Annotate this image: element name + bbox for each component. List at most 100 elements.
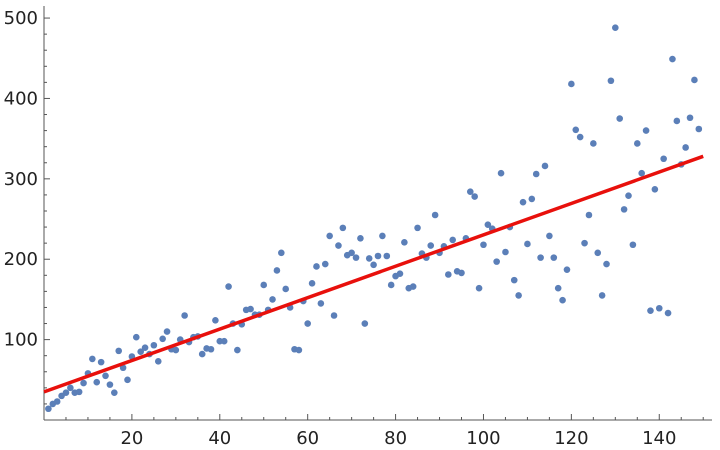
data-point [321,260,329,268]
ticks [44,17,704,420]
data-point [365,255,373,262]
data-point [537,254,544,261]
data-point [414,224,421,232]
data-point [212,317,219,324]
data-point [471,193,478,200]
data-point [546,232,553,240]
data-points [45,24,703,413]
data-point [510,276,518,284]
data-point [691,76,698,84]
data-point [97,358,105,366]
data-point [374,252,382,260]
x-tick-label: 140 [642,428,676,449]
tick-labels: 20 40 60 80 100 120 140 100 200 300 400 500 [4,8,677,449]
y-tick-label: 400 [4,88,38,109]
data-point [655,304,663,312]
data-point [137,348,144,355]
data-point [124,376,131,384]
x-tick-label: 40 [208,428,231,449]
data-point [638,169,645,177]
data-point [330,312,338,319]
data-point [295,346,303,354]
data-point [458,269,465,277]
data-point [673,117,681,125]
data-point [594,249,602,257]
data-point [339,224,347,232]
data-point [220,337,228,345]
x-tick-label: 100 [466,428,500,449]
data-point [396,270,404,277]
data-point [660,155,667,163]
data-point [445,271,452,278]
data-point [387,281,395,289]
data-point [585,211,593,219]
data-point [198,350,206,358]
data-point [357,235,364,242]
data-point [466,188,474,195]
data-point [431,211,439,219]
data-point [475,284,483,292]
data-point [304,320,311,327]
data-point [132,333,140,341]
data-point [234,346,241,354]
data-point [119,364,127,372]
data-point [550,254,558,261]
data-point [524,240,531,248]
data-point [669,55,676,63]
data-point [335,242,342,249]
data-point [625,192,632,200]
data-point [62,389,70,396]
data-point [361,320,369,327]
data-point [150,341,158,349]
data-point [695,125,703,133]
data-point [225,283,232,290]
data-point [313,263,320,270]
y-tick-label: 500 [4,8,38,29]
data-point [519,198,527,206]
fit-line [43,154,704,394]
data-point [541,162,549,170]
y-tick-label: 300 [4,169,38,190]
data-point [427,242,435,249]
data-point [598,292,606,299]
data-point [629,241,637,249]
axes [43,6,712,421]
data-point [326,232,333,240]
data-point [278,249,285,257]
y-tick-label: 200 [4,249,38,270]
data-point [664,309,672,317]
data-point [528,195,536,203]
data-point [308,280,316,287]
data-point [590,140,597,147]
x-tick-label: 80 [384,428,407,449]
data-point [620,206,628,213]
data-point [53,398,61,405]
data-point [75,388,83,396]
data-point [603,260,610,268]
data-point [581,239,588,247]
data-point [163,328,171,335]
y-tick-label: 100 [4,330,38,351]
data-point [572,126,580,134]
data-point [568,80,575,88]
data-point [273,267,281,274]
data-point [93,378,101,386]
data-point [559,296,566,304]
data-point [45,405,52,413]
data-point [449,236,457,244]
data-point [181,312,188,319]
data-point [686,114,694,122]
data-point [154,358,162,365]
data-point [352,254,360,261]
data-point [111,389,118,396]
data-point [576,133,584,141]
data-point [370,261,377,269]
data-point [554,284,562,292]
data-point [269,296,276,303]
data-point [260,281,268,289]
data-point [159,335,166,343]
data-point [515,292,522,299]
data-point [141,344,149,351]
data-point [282,285,290,293]
